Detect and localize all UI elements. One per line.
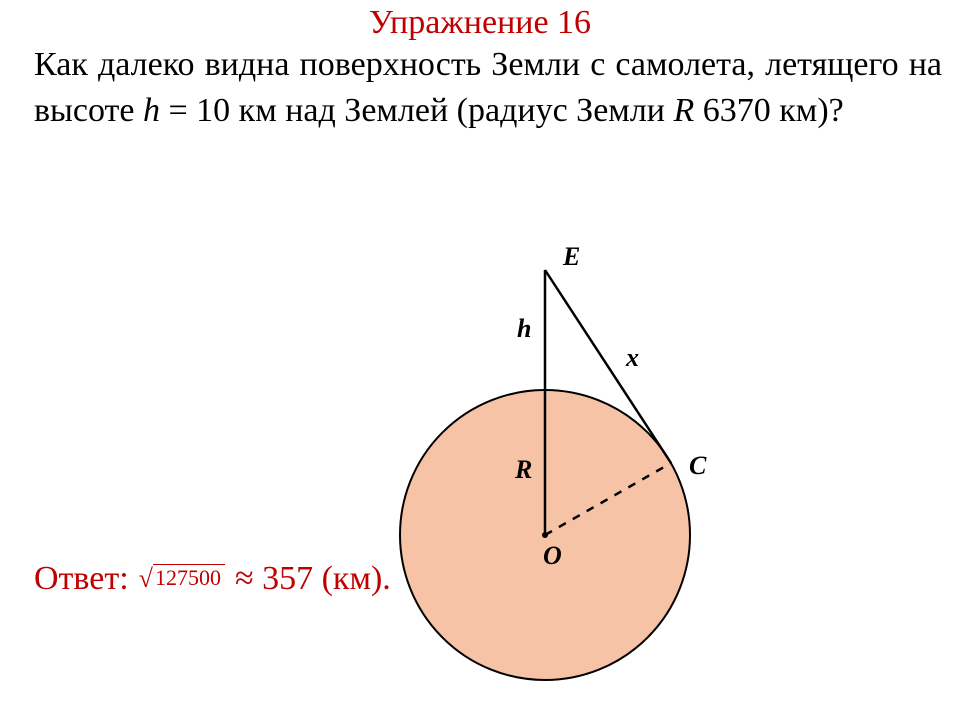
label-h: h — [517, 314, 531, 344]
label-E: E — [563, 242, 580, 272]
diagram-svg — [350, 225, 730, 705]
radicand: 127500 — [153, 564, 225, 590]
var-h: h — [143, 92, 160, 129]
label-x: x — [626, 343, 639, 373]
answer-row: Ответ: √127500 ≈ 357 (км). — [34, 560, 391, 598]
radical-icon: √ — [139, 564, 153, 593]
diagram: E h x C R O — [350, 225, 730, 705]
label-O: O — [543, 541, 562, 571]
label-R: R — [515, 455, 532, 485]
approx-value: ≈ 357 (км). — [235, 560, 391, 598]
h-eq: = 10 км над Землей (радиус Земли — [160, 92, 674, 129]
var-R: R — [674, 92, 695, 129]
R-eq: 6370 км)? — [694, 92, 843, 129]
label-C: C — [689, 451, 706, 481]
answer-label: Ответ: — [34, 560, 129, 598]
problem-text: Как далеко видна поверхность Земли с сам… — [0, 42, 960, 134]
sqrt-expr: √127500 — [139, 564, 225, 594]
page-title: Упражнение 16 — [0, 0, 960, 42]
